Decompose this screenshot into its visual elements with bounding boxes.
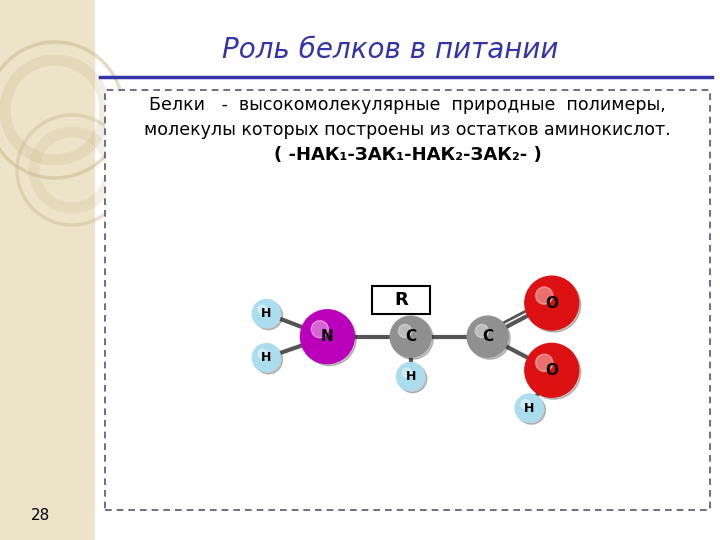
Circle shape	[252, 343, 281, 372]
Circle shape	[525, 343, 579, 397]
Text: R: R	[395, 291, 408, 309]
Circle shape	[390, 316, 431, 357]
Circle shape	[311, 321, 328, 338]
Text: O: O	[545, 363, 558, 378]
Text: O: O	[545, 295, 558, 310]
Circle shape	[527, 278, 581, 332]
Circle shape	[527, 346, 581, 399]
Circle shape	[398, 325, 412, 338]
Circle shape	[469, 318, 510, 359]
Circle shape	[254, 301, 282, 330]
Circle shape	[252, 300, 281, 328]
Circle shape	[397, 362, 425, 391]
Circle shape	[399, 364, 427, 393]
Text: N: N	[321, 329, 334, 344]
Circle shape	[536, 287, 553, 304]
Circle shape	[258, 305, 267, 314]
Bar	[95, 0, 720, 540]
Circle shape	[467, 316, 508, 357]
Circle shape	[525, 276, 579, 330]
Bar	[0, 0, 95, 540]
Text: Роль белков в питании: Роль белков в питании	[222, 36, 558, 64]
Text: C: C	[482, 329, 493, 344]
Text: H: H	[261, 351, 271, 364]
Circle shape	[300, 310, 354, 363]
Circle shape	[392, 318, 433, 359]
Circle shape	[536, 354, 553, 372]
Circle shape	[475, 325, 488, 338]
Circle shape	[521, 400, 530, 409]
FancyBboxPatch shape	[105, 90, 710, 510]
Text: C: C	[405, 329, 416, 344]
Text: H: H	[405, 370, 416, 383]
Text: H: H	[261, 307, 271, 320]
Circle shape	[402, 368, 411, 377]
Circle shape	[302, 312, 356, 366]
Text: молекулы которых построены из остатков аминокислот.: молекулы которых построены из остатков а…	[144, 121, 671, 139]
Text: 28: 28	[30, 508, 50, 523]
Circle shape	[517, 396, 546, 424]
Circle shape	[258, 349, 267, 358]
Text: ( -НАК₁-ЗАК₁-НАК₂-ЗАК₂- ): ( -НАК₁-ЗАК₁-НАК₂-ЗАК₂- )	[274, 146, 541, 164]
Text: H: H	[524, 402, 534, 415]
FancyBboxPatch shape	[372, 286, 430, 314]
Circle shape	[254, 346, 282, 374]
Circle shape	[516, 394, 544, 422]
Text: Белки   -  высокомолекулярные  природные  полимеры,: Белки - высокомолекулярные природные пол…	[149, 96, 666, 114]
